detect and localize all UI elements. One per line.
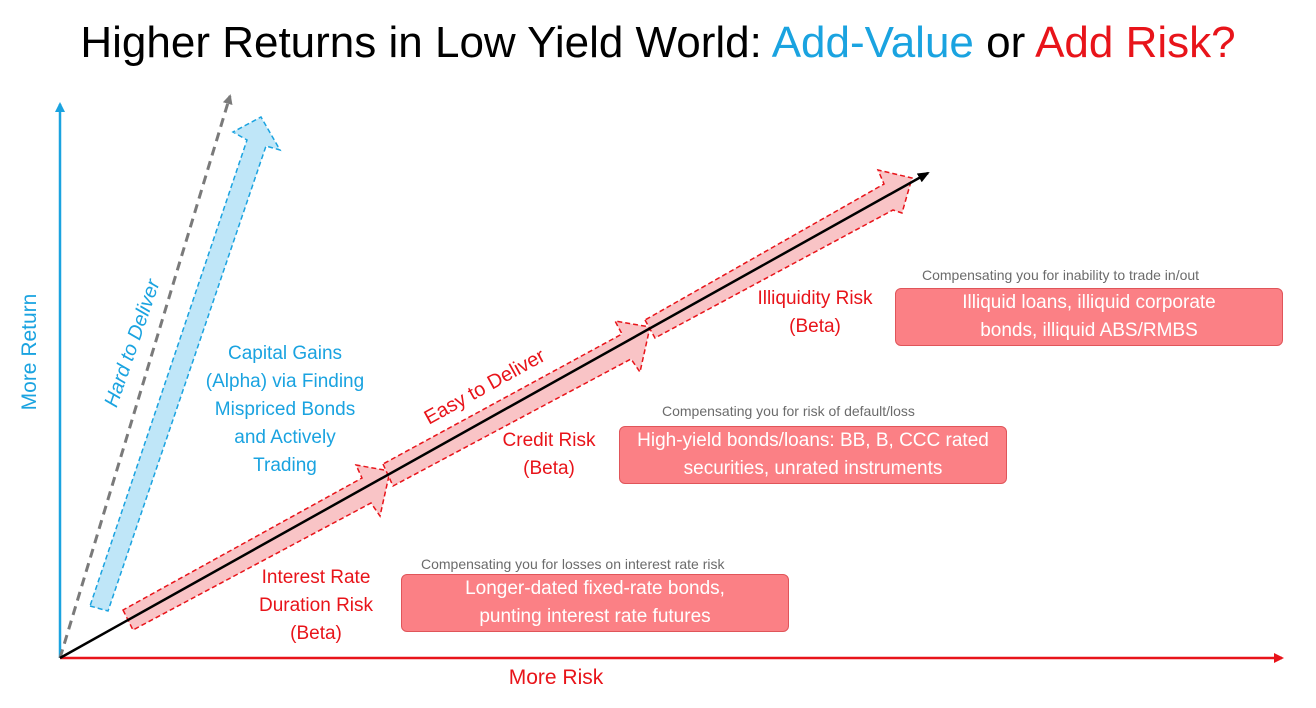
interest-rate-note: Compensating you for losses on interest … [421,556,725,572]
page-title: Higher Returns in Low Yield World: Add-V… [0,18,1316,68]
interest-rate-box: Longer-dated fixed-rate bonds, punting i… [401,574,789,632]
title-prefix: Higher Returns in Low Yield World: [80,18,772,67]
x-axis-label: More Risk [508,666,604,689]
title-add-risk: Add Risk? [1035,18,1236,67]
alpha-dashed-line [58,94,233,659]
alpha-block-arrow [89,115,282,612]
credit-risk-note: Compensating you for risk of default/los… [662,403,915,419]
credit-risk-box: High-yield bonds/loans: BB, B, CCC rated… [619,426,1007,484]
title-middle: or [973,18,1036,67]
beta-arrow-illiquidity [643,168,913,340]
illiquidity-risk-note: Compensating you for inability to trade … [922,267,1200,283]
beta-line [59,171,930,660]
alpha-description: Capital Gains (Alpha) via Finding Mispri… [205,343,365,476]
credit-risk-label: Credit Risk (Beta) [502,430,596,479]
illiquidity-risk-label: Illiquidity Risk (Beta) [757,288,873,337]
title-add-value: Add-Value [771,18,974,67]
interest-rate-risk-label: Interest Rate Duration Risk (Beta) [258,567,374,644]
y-axis-label: More Return [18,293,41,411]
illiquidity-risk-box: Illiquid loans, illiquid corporate bonds… [895,288,1283,346]
